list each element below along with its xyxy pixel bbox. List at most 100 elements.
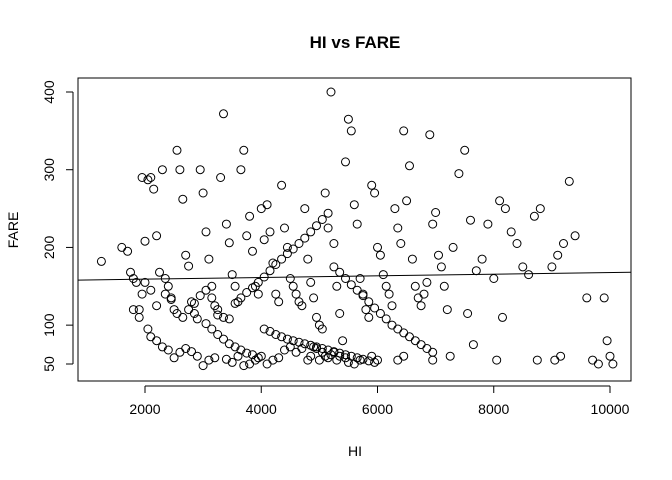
data-point — [402, 196, 412, 206]
data-point — [468, 340, 478, 350]
data-point — [146, 285, 156, 295]
data-point — [288, 244, 298, 254]
data-point — [219, 109, 228, 119]
data-point — [134, 312, 144, 322]
data-point — [163, 345, 173, 355]
data-point — [242, 231, 252, 241]
data-point — [436, 262, 446, 272]
data-point — [361, 305, 371, 315]
data-point — [291, 289, 301, 299]
x-tick-label: 10000 — [591, 401, 630, 417]
data-point — [274, 353, 284, 363]
data-point — [358, 291, 368, 301]
data-point — [131, 277, 141, 287]
data-point — [143, 324, 153, 334]
data-point — [370, 357, 380, 367]
data-point — [393, 324, 403, 334]
data-point — [442, 305, 452, 315]
data-point — [358, 354, 368, 364]
data-point — [399, 351, 409, 361]
data-point — [428, 347, 438, 357]
data-point — [198, 361, 208, 371]
data-point — [189, 298, 199, 308]
data-point — [137, 173, 147, 182]
data-point — [259, 235, 269, 245]
data-point — [317, 215, 327, 224]
data-point — [198, 188, 208, 198]
data-point — [204, 355, 214, 365]
data-point — [253, 353, 263, 363]
data-point — [265, 326, 275, 336]
data-point — [588, 355, 598, 365]
data-point — [157, 342, 167, 352]
data-point — [285, 274, 295, 283]
data-point — [352, 353, 362, 363]
data-point — [477, 254, 487, 264]
data-point — [187, 347, 196, 357]
data-point — [236, 165, 246, 175]
data-point — [256, 204, 266, 214]
data-point — [146, 173, 156, 182]
data-point — [309, 293, 319, 303]
data-point — [463, 309, 473, 318]
y-axis: 50 100 200 300 400 FARE — [5, 80, 74, 372]
data-point — [349, 200, 359, 210]
data-point — [384, 289, 394, 299]
data-point — [329, 239, 339, 248]
data-point — [341, 157, 350, 167]
data-point — [306, 277, 316, 287]
data-point — [512, 239, 522, 248]
data-point — [248, 350, 257, 360]
data-point — [317, 324, 327, 334]
data-point — [160, 289, 170, 299]
data-point — [172, 145, 182, 155]
data-point — [271, 289, 281, 299]
x-axis-label: HI — [348, 443, 362, 459]
data-point — [370, 188, 380, 198]
data-point — [570, 231, 580, 241]
data-point — [163, 281, 173, 291]
data-point — [253, 289, 263, 299]
data-point — [152, 231, 162, 241]
data-point — [448, 242, 458, 252]
data-point — [381, 314, 391, 324]
data-point — [277, 180, 287, 190]
data-point — [242, 288, 252, 297]
data-point — [123, 246, 133, 256]
data-point — [483, 219, 493, 229]
data-point — [500, 204, 510, 214]
data-point — [262, 200, 272, 210]
data-point — [300, 339, 310, 349]
data-point — [178, 194, 188, 204]
data-point — [288, 336, 298, 346]
data-point — [454, 169, 464, 179]
data-point — [213, 305, 223, 315]
data-point — [439, 281, 449, 291]
data-point — [239, 361, 249, 371]
data-point — [303, 355, 313, 365]
data-point — [149, 184, 159, 194]
data-point — [224, 314, 234, 324]
data-point — [419, 289, 429, 299]
data-point — [137, 289, 147, 299]
data-point — [213, 330, 223, 339]
data-point — [367, 351, 377, 361]
data-point — [335, 348, 345, 358]
data-point — [219, 334, 228, 344]
data-point — [370, 303, 380, 313]
y-tick-label: 400 — [41, 80, 57, 104]
data-point — [346, 280, 356, 290]
data-point — [405, 161, 414, 171]
data-point — [204, 254, 214, 264]
data-point — [329, 262, 339, 272]
data-point — [306, 227, 316, 237]
data-point — [602, 336, 612, 346]
data-point — [245, 211, 255, 221]
data-point — [294, 239, 304, 248]
data-point — [303, 254, 313, 264]
data-point — [492, 355, 502, 365]
data-point — [355, 274, 365, 283]
data-point — [236, 293, 246, 303]
data-point — [282, 249, 292, 259]
data-point — [341, 274, 350, 283]
